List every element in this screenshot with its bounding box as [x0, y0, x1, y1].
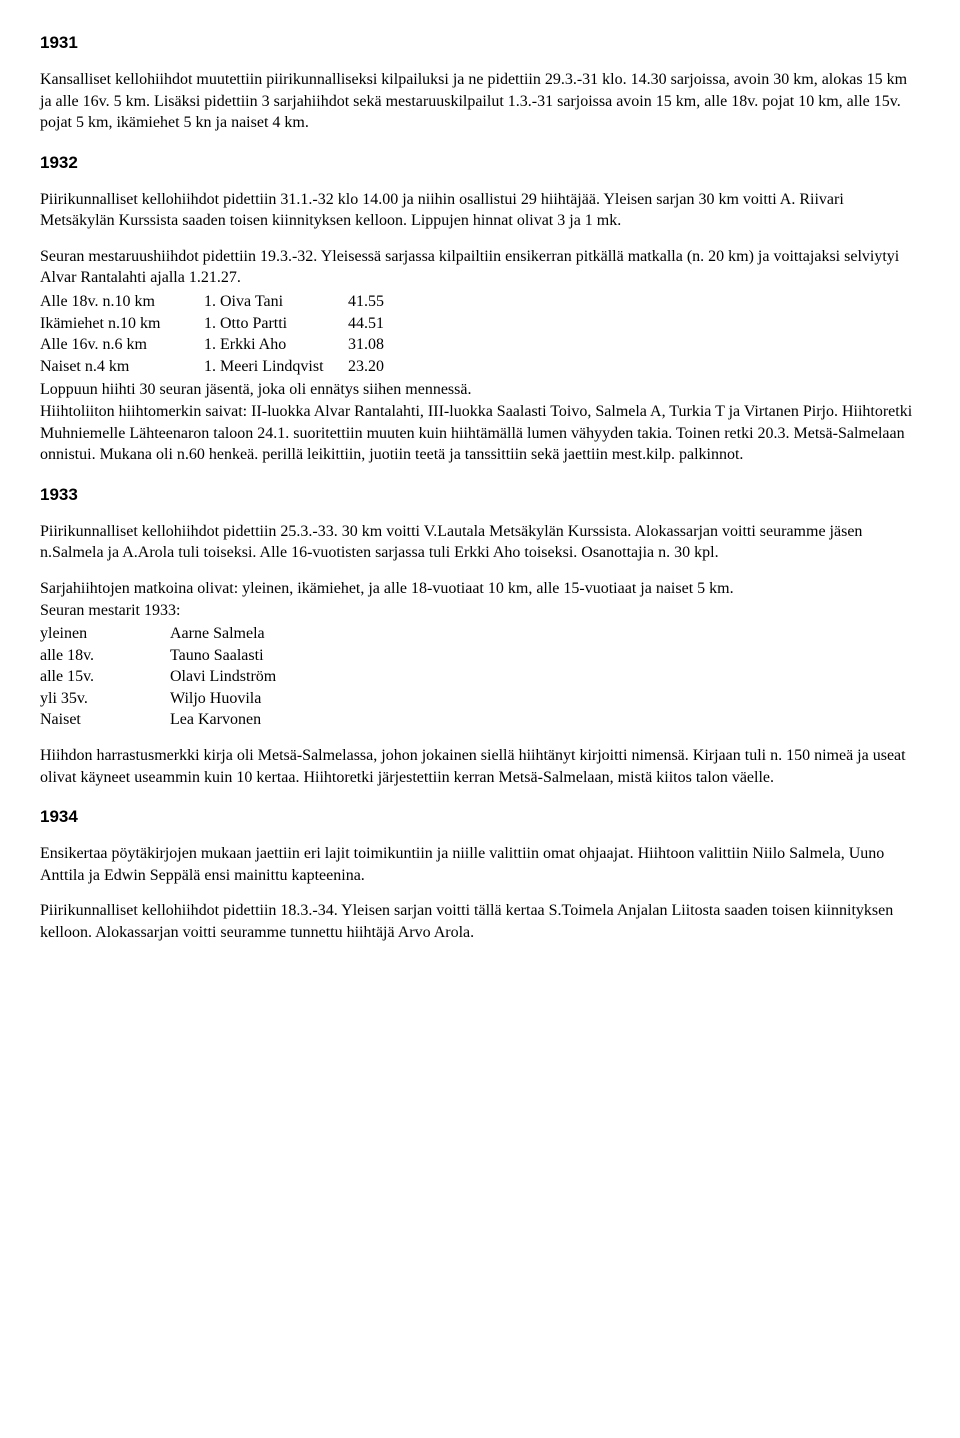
result-category: Alle 18v. n.10 km: [40, 291, 204, 313]
result-time: 31.08: [348, 334, 408, 356]
master-name: Lea Karvonen: [170, 709, 276, 731]
result-category: Ikämiehet n.10 km: [40, 313, 204, 335]
paragraph: Piirikunnalliset kellohiihdot pidettiin …: [40, 521, 920, 564]
list-item: yli 35v. Wiljo Huovila: [40, 688, 276, 710]
result-winner: 1. Meeri Lindqvist: [204, 356, 348, 378]
table-row: Naiset n.4 km 1. Meeri Lindqvist 23.20: [40, 356, 408, 378]
paragraph: Seuran mestarit 1933:: [40, 600, 920, 622]
table-row: Ikämiehet n.10 km 1. Otto Partti 44.51: [40, 313, 408, 335]
masters-list: yleinen Aarne Salmela alle 18v. Tauno Sa…: [40, 623, 276, 731]
paragraph: Sarjahiihtojen matkoina olivat: yleinen,…: [40, 578, 920, 600]
results-table: Alle 18v. n.10 km 1. Oiva Tani 41.55 Ikä…: [40, 291, 408, 377]
result-time: 41.55: [348, 291, 408, 313]
result-winner: 1. Erkki Aho: [204, 334, 348, 356]
result-category: Naiset n.4 km: [40, 356, 204, 378]
year-heading-1933: 1933: [40, 484, 920, 507]
paragraph: Kansalliset kellohiihdot muutettiin piir…: [40, 69, 920, 134]
paragraph: Seuran mestaruushiihdot pidettiin 19.3.-…: [40, 246, 920, 289]
year-heading-1934: 1934: [40, 806, 920, 829]
year-heading-1931: 1931: [40, 32, 920, 55]
list-item: yleinen Aarne Salmela: [40, 623, 276, 645]
paragraph: Ensikertaa pöytäkirjojen mukaan jaettiin…: [40, 843, 920, 886]
result-time: 23.20: [348, 356, 408, 378]
list-item: alle 18v. Tauno Saalasti: [40, 645, 276, 667]
paragraph: Piirikunnalliset kellohiihdot pidettiin …: [40, 900, 920, 943]
master-name: Tauno Saalasti: [170, 645, 276, 667]
master-category: alle 18v.: [40, 645, 170, 667]
paragraph: Hiihdon harrastusmerkki kirja oli Metsä-…: [40, 745, 920, 788]
result-time: 44.51: [348, 313, 408, 335]
paragraph: Loppuun hiihti 30 seuran jäsentä, joka o…: [40, 379, 920, 401]
result-winner: 1. Otto Partti: [204, 313, 348, 335]
list-item: Naiset Lea Karvonen: [40, 709, 276, 731]
year-heading-1932: 1932: [40, 152, 920, 175]
paragraph: Hiihtoliiton hiihtomerkin saivat: II-luo…: [40, 401, 920, 466]
result-winner: 1. Oiva Tani: [204, 291, 348, 313]
master-name: Wiljo Huovila: [170, 688, 276, 710]
result-category: Alle 16v. n.6 km: [40, 334, 204, 356]
master-name: Olavi Lindström: [170, 666, 276, 688]
list-item: alle 15v. Olavi Lindström: [40, 666, 276, 688]
master-category: yli 35v.: [40, 688, 170, 710]
table-row: Alle 16v. n.6 km 1. Erkki Aho 31.08: [40, 334, 408, 356]
table-row: Alle 18v. n.10 km 1. Oiva Tani 41.55: [40, 291, 408, 313]
master-category: yleinen: [40, 623, 170, 645]
paragraph: Piirikunnalliset kellohiihdot pidettiin …: [40, 189, 920, 232]
master-name: Aarne Salmela: [170, 623, 276, 645]
master-category: Naiset: [40, 709, 170, 731]
master-category: alle 15v.: [40, 666, 170, 688]
